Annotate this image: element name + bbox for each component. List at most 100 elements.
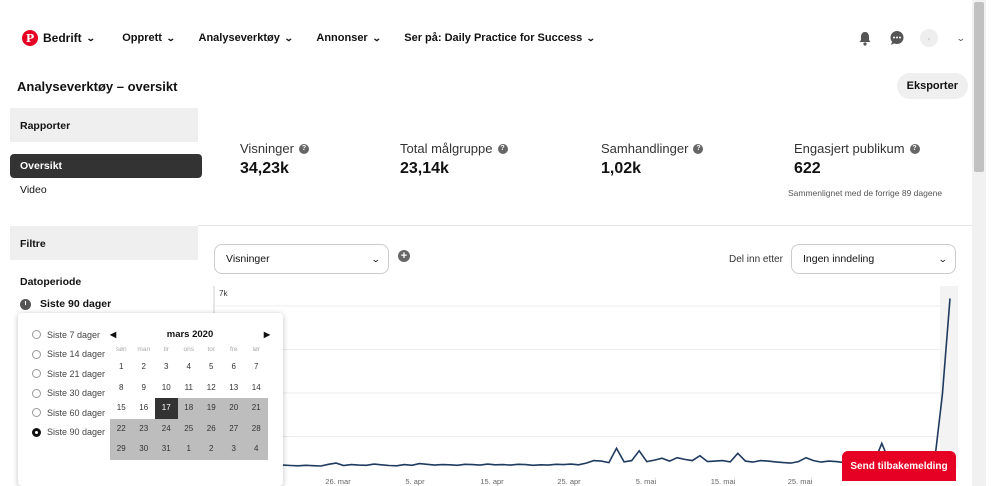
calendar-day[interactable]: 2 bbox=[200, 439, 223, 460]
radio-button[interactable] bbox=[32, 427, 41, 437]
calendar-day[interactable]: 24 bbox=[155, 418, 178, 439]
calendar-day[interactable]: 10 bbox=[161, 382, 171, 392]
date-range-option[interactable]: Siste 30 dager bbox=[32, 384, 105, 404]
split-select[interactable]: Ingen inndeling ⌄ bbox=[791, 244, 956, 274]
nav-item-viewing-as[interactable]: Ser på: Daily Practice for Success ⌄ bbox=[404, 32, 596, 44]
x-tick-label: 25. mai bbox=[788, 477, 813, 486]
calendar-day[interactable]: 9 bbox=[141, 382, 146, 392]
help-icon[interactable]: ? bbox=[497, 143, 508, 154]
calendar-day[interactable]: 20 bbox=[222, 398, 245, 419]
avatar[interactable]: • bbox=[920, 29, 938, 47]
calendar-day[interactable]: 31 bbox=[155, 439, 178, 460]
metric-label: Visninger bbox=[240, 141, 294, 156]
calendar-day[interactable]: 18 bbox=[177, 398, 200, 419]
metric-value: 622 bbox=[794, 160, 821, 177]
previous-month-icon[interactable]: ◀ bbox=[110, 329, 117, 339]
nav-item-label: Annonser bbox=[316, 32, 368, 44]
calendar-day[interactable]: 11 bbox=[184, 382, 193, 392]
chevron-down-icon: ⌄ bbox=[586, 32, 596, 43]
radio-button[interactable] bbox=[32, 388, 41, 398]
help-icon[interactable]: ? bbox=[693, 143, 704, 154]
calendar-day[interactable]: 3 bbox=[222, 439, 245, 460]
split-select-value: Ingen inndeling bbox=[803, 253, 875, 265]
weekday-label: lør bbox=[252, 346, 261, 353]
calendar-day[interactable]: 14 bbox=[251, 382, 261, 392]
date-range-option[interactable]: Siste 14 dager bbox=[32, 345, 105, 365]
metric-engagements: Samhandlinger? 1,02k bbox=[601, 141, 704, 178]
calendar-day[interactable]: 15 bbox=[116, 403, 126, 412]
scrollbar-thumb[interactable] bbox=[974, 2, 984, 172]
x-tick-label: 15. mai bbox=[711, 477, 736, 486]
nav-item-label: Opprett bbox=[122, 32, 162, 44]
bell-icon[interactable] bbox=[856, 29, 874, 47]
help-icon[interactable]: ? bbox=[298, 143, 309, 154]
calendar-day[interactable]: 21 bbox=[245, 398, 268, 419]
date-range-option[interactable]: Siste 60 dager bbox=[32, 403, 105, 423]
calendar-day[interactable]: 5 bbox=[209, 362, 214, 371]
calendar-day[interactable]: 26 bbox=[200, 418, 223, 439]
date-range-option[interactable]: Siste 7 dager bbox=[32, 325, 105, 345]
calendar-day[interactable]: 4 bbox=[245, 439, 268, 460]
next-month-icon[interactable]: ▶ bbox=[263, 329, 270, 339]
chevron-down-icon: ⌄ bbox=[371, 253, 382, 264]
calendar-day[interactable]: 13 bbox=[229, 382, 239, 392]
calendar-day[interactable]: 17 bbox=[155, 398, 178, 419]
calendar-day[interactable]: 3 bbox=[164, 362, 169, 371]
date-range-label: Siste 60 dager bbox=[47, 407, 106, 418]
impressions-chart: 7k 26. mar 5. apr 15. apr 25. apr 5. mai 15. m… bbox=[213, 286, 958, 486]
calendar-day[interactable]: 16 bbox=[139, 403, 149, 412]
chevron-down-icon[interactable]: ⌄ bbox=[956, 32, 966, 43]
weekday-label: man bbox=[137, 346, 151, 353]
calendar-day[interactable]: 25 bbox=[177, 418, 200, 439]
radio-button[interactable] bbox=[32, 349, 41, 359]
nav-item-create[interactable]: Opprett ⌄ bbox=[122, 32, 175, 44]
main-content: Visninger? 34,23k Total målgruppe? 23,14… bbox=[198, 108, 972, 486]
chat-icon[interactable] bbox=[888, 29, 906, 47]
date-range-option[interactable]: Siste 90 dager bbox=[32, 423, 105, 443]
radio-button[interactable] bbox=[32, 408, 41, 418]
calendar-day[interactable]: 23 bbox=[132, 418, 155, 439]
calendar-day[interactable]: 1 bbox=[119, 362, 124, 371]
scrollbar[interactable] bbox=[972, 0, 986, 486]
calendar-day[interactable]: 29 bbox=[110, 439, 133, 460]
calendar-day[interactable]: 22 bbox=[110, 418, 133, 439]
calendar-month: mars 2020 bbox=[166, 328, 214, 340]
metric-value: 1,02k bbox=[601, 160, 642, 177]
sidebar-item-video[interactable]: Video bbox=[20, 184, 47, 196]
sidebar: Rapporter Oversikt Video Filtre Datoperi… bbox=[10, 108, 202, 486]
nav-item-ads[interactable]: Annonser ⌄ bbox=[316, 32, 381, 44]
chevron-down-icon: ⌄ bbox=[938, 253, 949, 264]
calendar-day[interactable]: 4 bbox=[186, 362, 191, 371]
calendar-day[interactable]: 12 bbox=[206, 382, 216, 392]
metric-select[interactable]: Visninger ⌄ bbox=[214, 244, 389, 274]
calendar-day[interactable]: 1 bbox=[177, 439, 200, 460]
sidebar-item-overview[interactable]: Oversikt bbox=[10, 154, 202, 178]
metric-label: Samhandlinger bbox=[601, 141, 689, 156]
add-metric-icon[interactable]: + bbox=[398, 250, 410, 262]
date-period-select[interactable]: Siste 90 dager bbox=[10, 296, 198, 312]
radio-button[interactable] bbox=[32, 330, 41, 340]
calendar-day[interactable]: 28 bbox=[245, 418, 268, 439]
weekday-label: tir bbox=[163, 346, 169, 353]
y-tick-label: 7k bbox=[219, 289, 228, 298]
calendar-day[interactable]: 27 bbox=[222, 418, 245, 439]
date-range-option[interactable]: Siste 21 dager bbox=[32, 364, 105, 384]
calendar-day[interactable]: 8 bbox=[119, 382, 124, 392]
calendar-day[interactable]: 19 bbox=[200, 398, 223, 419]
series-line bbox=[282, 298, 951, 467]
export-button[interactable]: Eksporter bbox=[896, 73, 968, 99]
help-icon[interactable]: ? bbox=[909, 143, 920, 154]
send-feedback-button[interactable]: Send tilbakemelding bbox=[842, 451, 956, 481]
date-range-options: Siste 7 dager Siste 14 dager Siste 21 dage… bbox=[32, 325, 105, 442]
calendar-day[interactable]: 6 bbox=[231, 362, 236, 371]
comparison-note: Sammenlignet med de forrige 89 dagene bbox=[788, 188, 943, 198]
calendar-day[interactable]: 2 bbox=[141, 362, 146, 371]
nav-item-analytics[interactable]: Analyseverktøy ⌄ bbox=[199, 32, 294, 44]
date-range-label: Siste 90 dager bbox=[47, 427, 106, 438]
weekday-label: tor bbox=[207, 346, 216, 353]
radio-button[interactable] bbox=[32, 369, 41, 379]
calendar-day[interactable]: 30 bbox=[132, 439, 155, 460]
brand-menu[interactable]: P Bedrift ⌄ bbox=[22, 30, 95, 46]
pinterest-logo-icon: P bbox=[22, 30, 38, 46]
calendar-day[interactable]: 7 bbox=[254, 362, 259, 371]
